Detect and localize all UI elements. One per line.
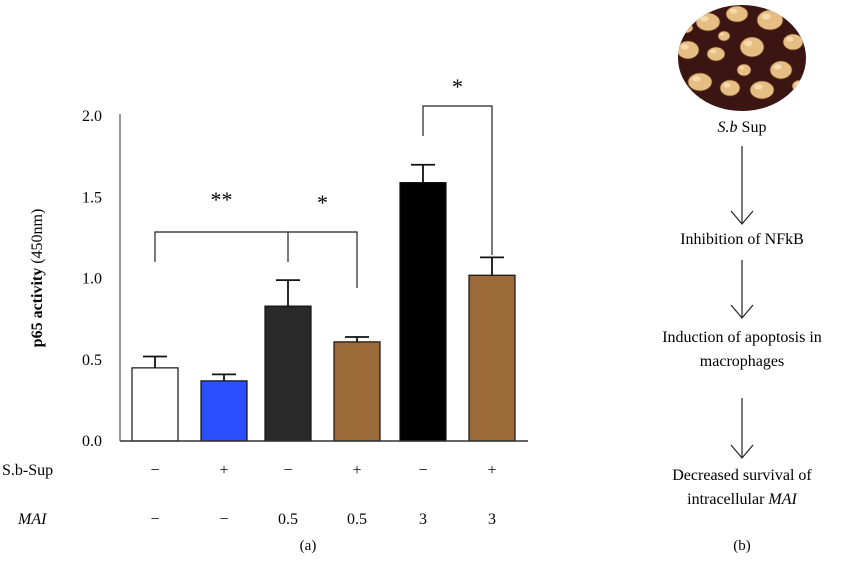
row-value: + [219, 462, 228, 479]
y-axis-label: p65 activity (450nm) [29, 209, 46, 348]
y-tick-label: 1.5 [82, 189, 102, 206]
bar-chart: p65 activity (450nm) 0.00.51.01.52.0 ** *… [2, 74, 528, 554]
row-value: − [418, 462, 427, 479]
row-value: + [352, 462, 361, 479]
yeast-cell [678, 40, 700, 60]
significance-bracket: ** [154, 187, 288, 262]
error-bar [143, 355, 167, 368]
row-value: − [150, 462, 159, 479]
yeast-cell [756, 9, 784, 31]
down-arrow [730, 146, 754, 225]
panel-label-b: (b) [733, 538, 751, 554]
y-tick-label: 0.5 [82, 352, 102, 369]
bar [399, 182, 447, 442]
significance-bracket: * [287, 190, 358, 288]
yeast-cell [687, 72, 713, 92]
flow-step: Induction of apoptosis in macrophages [662, 329, 822, 370]
error-bar [276, 279, 300, 307]
y-tick-label: 0.0 [82, 433, 102, 450]
y-tick-label: 2.0 [82, 108, 102, 125]
down-arrow [730, 398, 754, 459]
flow-arrows [730, 146, 754, 459]
row-label: MAI [17, 511, 47, 528]
yeast-cell [782, 33, 804, 51]
error-bar [345, 336, 369, 342]
yeast-cell [719, 79, 741, 97]
flow-step: Inhibition of NFkB [680, 231, 804, 248]
yeast-cell [769, 60, 793, 80]
sup-label: S.b Sup [718, 119, 767, 136]
down-arrow [730, 260, 754, 319]
condition-rows: S.b-Sup − + − + − + MAI − − 0.5 0.5 3 3 [2, 462, 497, 528]
row-value: 0.5 [347, 511, 367, 528]
sup-label-rest: Sup [738, 119, 767, 136]
significance-brackets: ** ** [154, 74, 493, 288]
y-tick-label: 1.0 [82, 271, 102, 288]
yeast-cell [717, 30, 731, 42]
row-value: − [150, 511, 159, 528]
yeast-cell [749, 80, 775, 100]
row-label: S.b-Sup [2, 462, 53, 479]
flow-steps: Inhibition of NFkB Induction of apoptosis… [662, 231, 822, 508]
row-value: + [487, 462, 496, 479]
y-ticks: 0.0 0.5 1.0 1.5 2.0 [82, 108, 102, 450]
yeast-cell [678, 22, 694, 34]
yeast-image [678, 5, 806, 111]
flow-step: Decreased survival of intracellular MAI [672, 467, 812, 508]
bar [333, 341, 381, 442]
row-value: 0.5 [278, 511, 298, 528]
yeast-cell [739, 36, 765, 58]
bar [264, 305, 312, 442]
sup-label-italic: S.b [718, 119, 738, 136]
bar [131, 367, 179, 442]
panel-label-a: (a) [300, 538, 317, 554]
row-value: − [283, 462, 292, 479]
significance-label: ** [211, 187, 233, 212]
row-value: 3 [488, 511, 496, 528]
error-bar [480, 256, 504, 276]
yeast-cell [695, 12, 721, 32]
yeast-cell [725, 5, 749, 23]
yeast-cell [706, 46, 726, 62]
error-bar [212, 373, 236, 381]
row-value: − [219, 511, 228, 528]
error-bars [143, 163, 504, 381]
flow-diagram: S.b Sup Inhibition of NFkB Induction of a… [662, 5, 822, 554]
yeast-cell [791, 79, 806, 93]
y-axis-label-unit: (450nm) [29, 209, 46, 264]
bar [200, 380, 248, 442]
significance-bracket: * [422, 74, 493, 255]
yeast-cell [736, 63, 752, 77]
bar [468, 274, 516, 442]
significance-label: * [317, 190, 328, 215]
row-value: 3 [419, 511, 427, 528]
significance-label: * [452, 74, 463, 99]
error-bar [411, 163, 435, 183]
bars [131, 182, 516, 442]
y-axis-label-bold: p65 activity [29, 268, 46, 348]
